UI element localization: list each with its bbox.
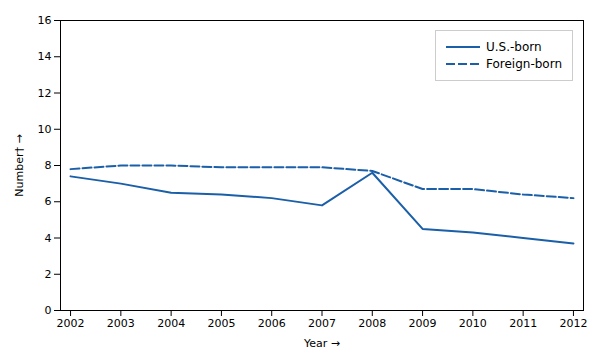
svg-text:2: 2 xyxy=(45,268,52,281)
svg-text:4: 4 xyxy=(45,232,52,245)
svg-text:12: 12 xyxy=(38,87,52,100)
svg-text:16: 16 xyxy=(38,14,52,27)
svg-text:2008: 2008 xyxy=(358,317,386,330)
svg-text:2012: 2012 xyxy=(559,317,587,330)
svg-text:8: 8 xyxy=(45,159,52,172)
html-text:U.S.-born: U.S.-born xyxy=(486,40,542,54)
svg-text:Year →: Year → xyxy=(303,337,340,350)
svg-text:6: 6 xyxy=(45,195,52,208)
svg-text:2010: 2010 xyxy=(459,317,487,330)
svg-text:Number† →: Number† → xyxy=(13,134,26,196)
svg-text:2006: 2006 xyxy=(258,317,286,330)
html-text:Foreign-born: Foreign-born xyxy=(486,57,562,71)
svg-text:2009: 2009 xyxy=(409,317,437,330)
svg-text:14: 14 xyxy=(38,50,52,63)
svg-text:2011: 2011 xyxy=(509,317,537,330)
svg-text:2002: 2002 xyxy=(57,317,85,330)
svg-text:2003: 2003 xyxy=(107,317,135,330)
svg-text:2007: 2007 xyxy=(308,317,336,330)
svg-text:0: 0 xyxy=(45,304,52,317)
svg-text:10: 10 xyxy=(38,123,52,136)
svg-text:2005: 2005 xyxy=(207,317,235,330)
svg-text:2004: 2004 xyxy=(157,317,185,330)
